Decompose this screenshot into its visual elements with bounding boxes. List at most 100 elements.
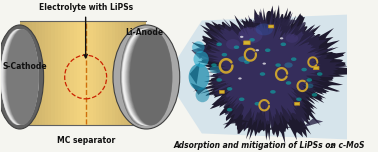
Ellipse shape [126,29,171,125]
Polygon shape [77,21,80,124]
FancyBboxPatch shape [269,25,274,28]
Ellipse shape [216,43,222,46]
Ellipse shape [121,29,165,125]
Text: MC separator: MC separator [57,136,115,145]
Ellipse shape [1,29,36,125]
Ellipse shape [238,27,262,43]
Ellipse shape [317,72,322,76]
Ellipse shape [227,87,232,91]
Ellipse shape [1,29,36,125]
Ellipse shape [216,78,222,82]
Ellipse shape [211,63,217,67]
Polygon shape [48,21,51,124]
Polygon shape [80,21,83,124]
Polygon shape [121,21,124,124]
Polygon shape [96,21,99,124]
Polygon shape [191,44,209,59]
Ellipse shape [238,56,249,62]
Text: Electrolyte with LiPSs: Electrolyte with LiPSs [39,3,133,58]
Ellipse shape [280,37,284,39]
Ellipse shape [124,29,171,125]
Text: S-Cathode: S-Cathode [2,62,47,71]
Ellipse shape [2,29,39,125]
Ellipse shape [113,25,180,129]
Ellipse shape [291,57,296,61]
Ellipse shape [222,53,227,57]
Polygon shape [127,21,130,124]
Ellipse shape [275,63,281,67]
Ellipse shape [121,29,167,125]
Polygon shape [196,9,349,132]
Polygon shape [112,21,115,124]
Polygon shape [264,124,292,131]
FancyBboxPatch shape [314,66,319,70]
Polygon shape [99,21,102,124]
Ellipse shape [121,29,166,125]
Ellipse shape [192,41,204,53]
Polygon shape [108,21,112,124]
Ellipse shape [209,66,222,73]
Ellipse shape [6,29,39,125]
Polygon shape [51,21,54,124]
Ellipse shape [286,81,291,85]
Polygon shape [86,21,89,124]
Ellipse shape [305,84,313,88]
Polygon shape [192,5,358,144]
Ellipse shape [226,39,240,50]
Polygon shape [102,21,105,124]
FancyBboxPatch shape [295,102,300,105]
Ellipse shape [189,64,209,90]
Ellipse shape [280,43,286,46]
Polygon shape [39,21,42,124]
Ellipse shape [312,93,317,97]
Polygon shape [143,21,146,124]
Polygon shape [74,21,77,124]
Polygon shape [26,21,29,124]
Polygon shape [20,21,23,124]
Polygon shape [137,21,140,124]
Ellipse shape [238,77,242,79]
Ellipse shape [307,78,312,82]
Ellipse shape [262,63,266,65]
Polygon shape [190,62,200,84]
FancyBboxPatch shape [244,41,250,45]
Polygon shape [33,21,36,124]
Ellipse shape [125,29,171,125]
Polygon shape [64,21,67,124]
Ellipse shape [1,29,39,125]
Polygon shape [271,17,299,26]
Ellipse shape [234,45,239,49]
Ellipse shape [265,48,271,52]
Ellipse shape [296,97,302,101]
Polygon shape [89,21,93,124]
Polygon shape [134,21,137,124]
Polygon shape [130,21,134,124]
Polygon shape [223,119,250,124]
Ellipse shape [122,29,169,125]
Ellipse shape [286,34,298,43]
Ellipse shape [3,29,39,125]
Ellipse shape [260,72,265,76]
Polygon shape [115,21,118,124]
Ellipse shape [123,29,170,125]
Polygon shape [83,21,86,124]
Text: 2: 2 [330,144,335,149]
Polygon shape [93,21,96,124]
Ellipse shape [256,23,273,35]
Ellipse shape [127,29,172,125]
Ellipse shape [240,36,243,38]
Ellipse shape [129,29,172,125]
Ellipse shape [1,29,35,125]
Polygon shape [206,14,323,122]
Polygon shape [191,83,205,95]
Ellipse shape [130,29,172,125]
Polygon shape [58,21,61,124]
Ellipse shape [121,29,164,125]
Ellipse shape [301,68,307,71]
Polygon shape [140,21,143,124]
Ellipse shape [239,97,245,101]
Ellipse shape [244,60,250,64]
Ellipse shape [256,49,259,51]
FancyBboxPatch shape [220,90,224,93]
Ellipse shape [6,29,39,125]
